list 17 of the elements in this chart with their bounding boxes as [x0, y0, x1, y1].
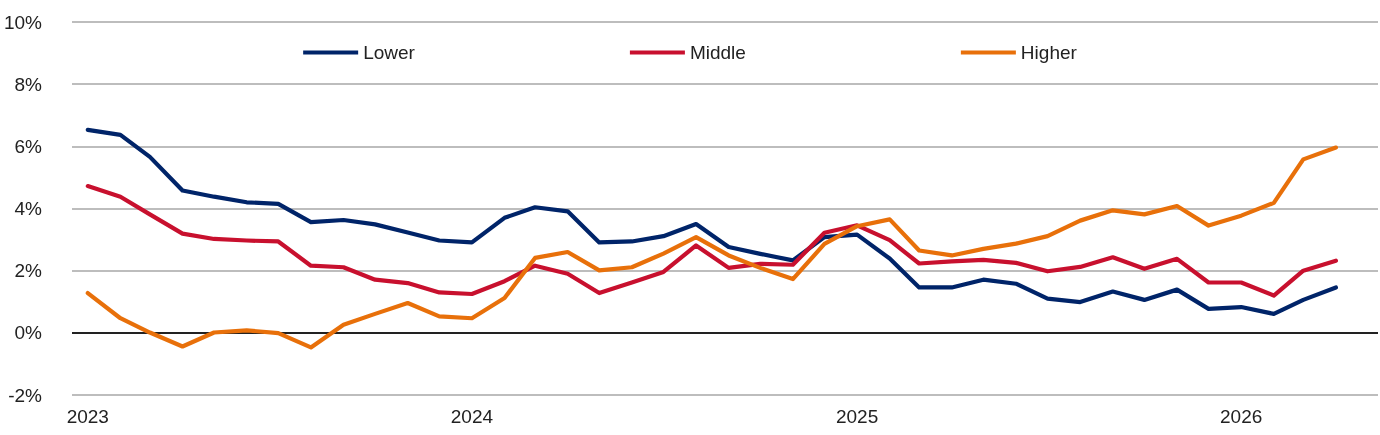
legend-label: Middle: [689, 42, 746, 63]
x-tick-label: 2026: [1220, 406, 1263, 427]
line-series: [85, 127, 1338, 316]
x-tick-label: 2023: [66, 406, 109, 427]
y-tick-label: 6%: [14, 135, 43, 157]
line-series: [85, 145, 1338, 350]
y-tick-label: 0%: [14, 322, 43, 344]
line-series: [85, 184, 1338, 298]
x-tick-label: 2025: [835, 406, 879, 427]
y-tick-label: -2%: [8, 384, 43, 406]
legend-label: Lower: [363, 42, 416, 63]
legend-label: Higher: [1020, 42, 1078, 63]
y-tick-label: 10%: [3, 11, 43, 33]
y-tick-label: 4%: [14, 198, 43, 219]
y-tick-label: 8%: [14, 73, 43, 95]
x-tick-label: 2024: [450, 406, 494, 427]
y-tick-label: 2%: [14, 260, 43, 282]
